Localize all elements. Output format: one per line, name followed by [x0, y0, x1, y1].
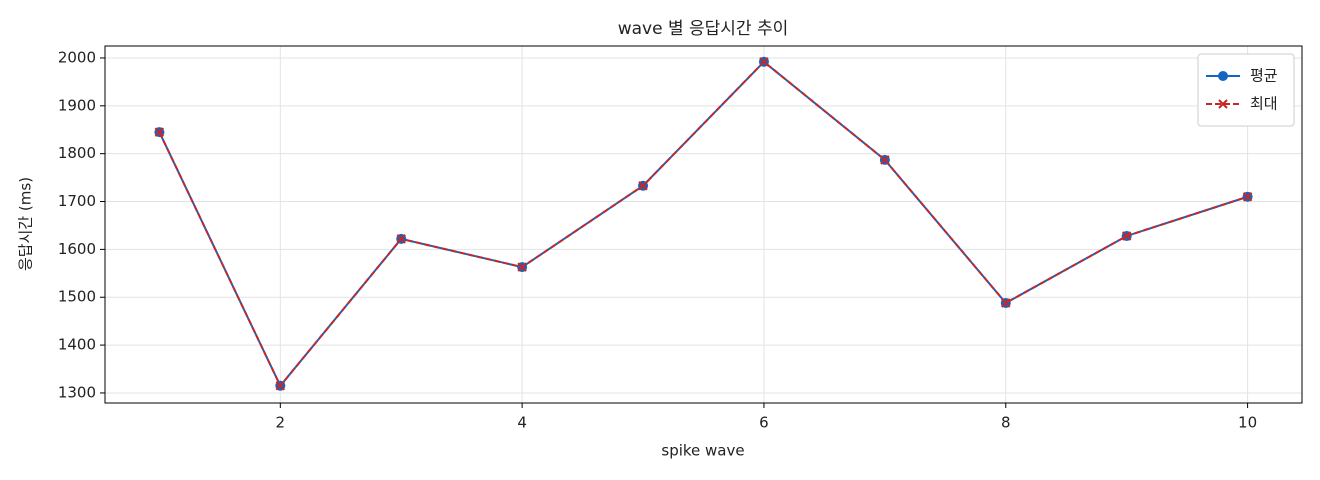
marker — [638, 181, 648, 191]
marker — [880, 155, 890, 165]
x-tick-label: 8 — [1001, 414, 1011, 432]
marker — [275, 381, 286, 391]
y-axis-label: 응답시간 (ms) — [17, 177, 35, 271]
legend-marker — [1218, 71, 1228, 81]
y-tick-label: 1500 — [58, 288, 96, 306]
legend-label: 최대 — [1250, 95, 1278, 113]
plot-frame — [104, 45, 1303, 404]
y-tick-label: 1400 — [58, 336, 96, 354]
x-tick-label: 4 — [517, 414, 527, 432]
marker — [1121, 231, 1132, 241]
y-tick-label: 1800 — [58, 144, 96, 162]
x-tick-label: 2 — [276, 414, 286, 432]
x-axis-label: spike wave — [661, 442, 744, 460]
marker — [517, 262, 527, 272]
legend-marker — [1218, 99, 1228, 109]
marker — [1001, 298, 1011, 308]
x-tick-label: 10 — [1238, 414, 1257, 432]
legend-label: 평균 — [1250, 67, 1278, 85]
marker — [1242, 192, 1253, 202]
series-line — [158, 60, 1248, 388]
x-tick-label: 6 — [759, 414, 769, 432]
y-tick-label: 1600 — [58, 240, 96, 258]
y-tick-label: 1300 — [58, 383, 96, 401]
y-tick-label: 1700 — [58, 192, 96, 210]
marker — [396, 234, 406, 244]
chart-title: wave 별 응답시간 추이 — [618, 19, 789, 39]
marker — [759, 57, 769, 67]
marker — [154, 127, 165, 137]
y-tick-label: 1900 — [58, 96, 96, 114]
legend-box — [1197, 53, 1295, 127]
series-line — [158, 60, 1248, 388]
y-tick-label: 2000 — [58, 48, 96, 66]
